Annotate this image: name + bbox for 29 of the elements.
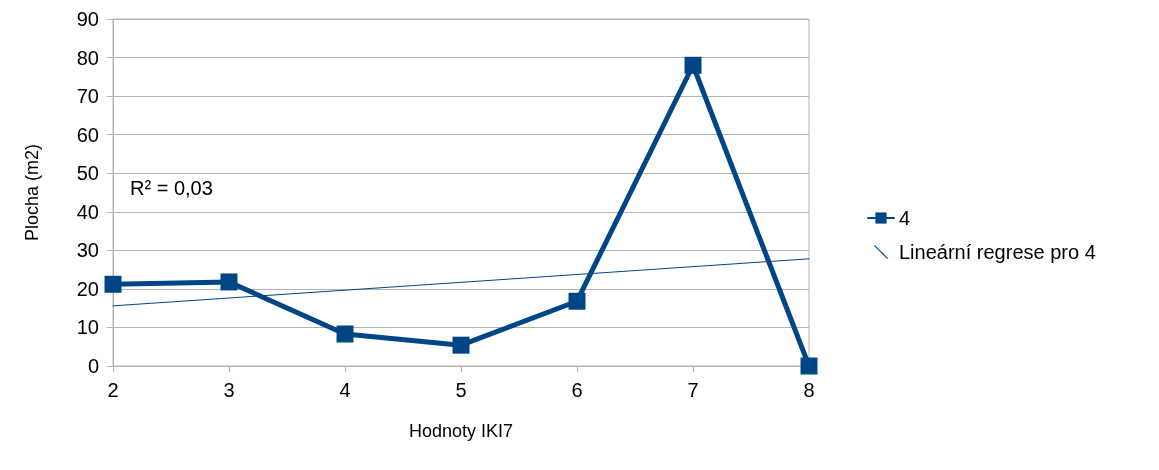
y-tick-label: 30	[76, 239, 99, 262]
y-tick-label: 80	[76, 46, 99, 69]
y-axis-title: Plocha (m2)	[22, 143, 42, 242]
point	[568, 292, 586, 310]
x-tick-label: 6	[571, 379, 583, 401]
y-tick-label: 20	[76, 277, 99, 300]
annotation: R² = 0,03	[130, 177, 213, 199]
point	[684, 56, 702, 74]
y-tick-label: 60	[76, 123, 99, 146]
point	[336, 325, 354, 343]
y-tick-label: 90	[76, 8, 99, 30]
y-tick-label: 50	[76, 162, 99, 185]
point	[220, 273, 238, 291]
x-tick-label: 2	[107, 379, 119, 401]
point	[452, 336, 470, 354]
x-tick-label: 7	[687, 379, 699, 401]
x-tick-label: 5	[455, 379, 467, 401]
x-tick-label: 8	[803, 379, 815, 401]
y-tick-label: 70	[76, 85, 99, 108]
y-tick-label: 0	[87, 355, 99, 377]
y-tick-label: 40	[76, 200, 99, 223]
x-axis-title: Hodnoty IKI7	[408, 421, 514, 441]
x-tick-label: 3	[223, 379, 235, 401]
point	[104, 275, 122, 293]
y-tick-label: 10	[76, 316, 99, 339]
legend-label: Lineární regrese pro 4	[899, 241, 1096, 263]
x-tick-label: 4	[339, 379, 351, 401]
legend-label: 4	[899, 207, 911, 229]
point	[800, 357, 818, 375]
